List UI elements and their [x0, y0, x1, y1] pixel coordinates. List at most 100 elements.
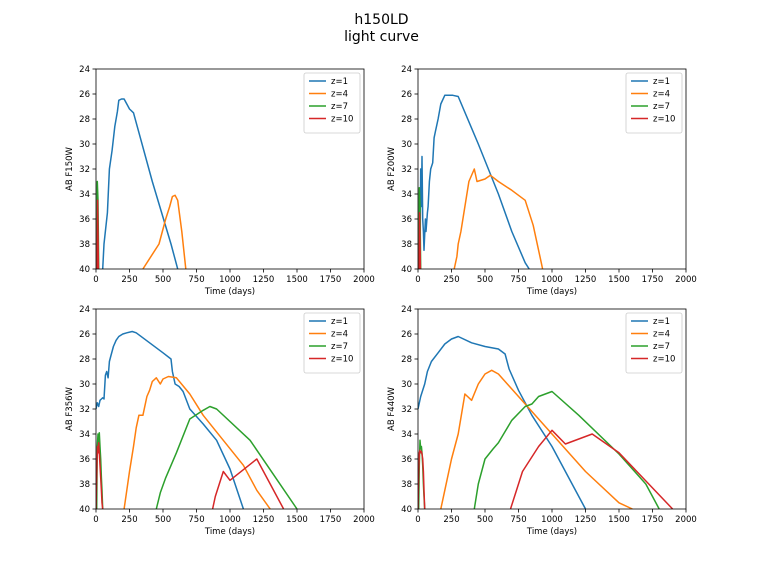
- x-tick-label: 1250: [253, 275, 275, 285]
- x-tick-label: 750: [188, 515, 204, 525]
- legend-label: z=4: [653, 90, 670, 100]
- y-tick-label: 32: [79, 165, 90, 175]
- y-axis-label: AB F356W: [65, 386, 75, 430]
- y-tick-label: 34: [401, 430, 412, 440]
- y-tick-label: 24: [79, 305, 90, 315]
- legend-label: z=1: [653, 317, 670, 327]
- x-tick-label: 250: [121, 515, 137, 525]
- series-line-z-10-early-: [96, 442, 104, 509]
- figure-title: h150LD: [354, 12, 409, 28]
- x-tick-label: 1750: [642, 515, 664, 525]
- series-line-z-1: [418, 335, 587, 509]
- y-tick-label: 40: [401, 265, 412, 275]
- x-tick-label: 500: [477, 515, 493, 525]
- x-tick-label: 1250: [575, 275, 597, 285]
- series-line-z-10: [211, 458, 285, 509]
- y-tick-label: 36: [79, 215, 90, 225]
- x-tick-label: 1750: [320, 275, 342, 285]
- x-tick-label: 750: [510, 515, 526, 525]
- legend-label: z=7: [331, 102, 348, 112]
- x-tick-label: 250: [443, 275, 459, 285]
- subplot-1: 0 250 500 750 1000 1250 1500 1750 2000 24 26 28 30 32…: [65, 65, 375, 297]
- legend-label: z=10: [331, 115, 353, 125]
- y-tick-label: 40: [79, 265, 90, 275]
- x-tick-label: 0: [415, 515, 420, 525]
- legend-label: z=10: [653, 115, 675, 125]
- y-tick-label: 36: [401, 215, 412, 225]
- y-tick-label: 38: [79, 480, 90, 490]
- legend-label: z=1: [653, 77, 670, 87]
- x-tick-label: 1000: [541, 515, 563, 525]
- legend-label: z=10: [331, 355, 353, 365]
- series-line-z-10-early-: [418, 449, 426, 509]
- x-tick-label: 2000: [675, 515, 697, 525]
- x-axis-label: Time (days): [526, 287, 577, 297]
- x-tick-label: 1000: [219, 275, 241, 285]
- legend: z=1 z=4 z=7 z=10: [303, 312, 361, 374]
- legend: z=1 z=4 z=7 z=10: [625, 72, 683, 134]
- y-tick-label: 26: [401, 90, 412, 100]
- y-tick-label: 40: [79, 505, 90, 515]
- series-line-z-1: [419, 94, 530, 269]
- subplot-2: 0 250 500 750 1000 1250 1500 1750 2000 24 26 28 30 32…: [387, 65, 697, 297]
- x-tick-label: 1000: [219, 515, 241, 525]
- x-tick-label: 1250: [253, 515, 275, 525]
- x-tick-label: 1000: [541, 275, 563, 285]
- y-axis-label: AB F200W: [387, 146, 397, 190]
- x-tick-label: 0: [415, 275, 420, 285]
- x-tick-label: 750: [510, 275, 526, 285]
- x-tick-label: 500: [477, 275, 493, 285]
- figure-subtitle: light curve: [344, 29, 419, 45]
- x-tick-label: 1500: [286, 275, 308, 285]
- subplot-3: 0 250 500 750 1000 1250 1500 1750 2000 24 26 28 30 32…: [65, 305, 375, 537]
- series-line-z-4: [440, 369, 633, 509]
- y-tick-label: 30: [79, 140, 90, 150]
- y-tick-label: 24: [79, 65, 90, 75]
- legend: z=1 z=4 z=7 z=10: [303, 72, 361, 134]
- y-axis-label: AB F440W: [387, 386, 397, 430]
- x-tick-label: 750: [188, 275, 204, 285]
- y-tick-label: 34: [79, 190, 90, 200]
- series-line-z-1: [96, 330, 245, 509]
- legend-label: z=7: [653, 342, 670, 352]
- y-tick-label: 40: [401, 505, 412, 515]
- legend-label: z=7: [653, 102, 670, 112]
- y-tick-label: 24: [401, 305, 412, 315]
- y-tick-label: 34: [79, 430, 90, 440]
- series-line-z-7: [155, 405, 298, 509]
- legend-label: z=4: [331, 330, 348, 340]
- x-tick-label: 500: [155, 515, 171, 525]
- legend-label: z=1: [331, 77, 348, 87]
- y-tick-label: 26: [79, 90, 90, 100]
- subplot-4: 0 250 500 750 1000 1250 1500 1750 2000 24 26 28 30 32…: [387, 305, 697, 537]
- legend: z=1 z=4 z=7 z=10: [625, 312, 683, 374]
- legend-label: z=10: [653, 355, 675, 365]
- y-tick-label: 24: [401, 65, 412, 75]
- x-axis-label: Time (days): [204, 287, 255, 297]
- x-tick-label: 1250: [575, 515, 597, 525]
- y-tick-label: 26: [79, 330, 90, 340]
- y-tick-label: 28: [401, 115, 412, 125]
- y-tick-label: 38: [79, 240, 90, 250]
- y-tick-label: 30: [79, 380, 90, 390]
- series-line-z-4: [123, 375, 271, 509]
- x-tick-label: 1750: [320, 515, 342, 525]
- x-tick-label: 250: [121, 275, 137, 285]
- legend-label: z=1: [331, 317, 348, 327]
- y-tick-label: 36: [79, 455, 90, 465]
- series-line-z-1: [101, 98, 179, 269]
- y-tick-label: 30: [401, 140, 412, 150]
- x-tick-label: 1500: [608, 275, 630, 285]
- x-tick-label: 1500: [608, 515, 630, 525]
- y-tick-label: 26: [401, 330, 412, 340]
- y-tick-label: 34: [401, 190, 412, 200]
- x-axis-label: Time (days): [526, 527, 577, 537]
- y-tick-label: 32: [79, 405, 90, 415]
- x-tick-label: 0: [93, 515, 98, 525]
- y-tick-label: 38: [401, 240, 412, 250]
- series-line-z-10: [96, 199, 100, 269]
- series-line-z-4: [142, 194, 187, 269]
- x-tick-label: 500: [155, 275, 171, 285]
- x-tick-label: 2000: [353, 275, 375, 285]
